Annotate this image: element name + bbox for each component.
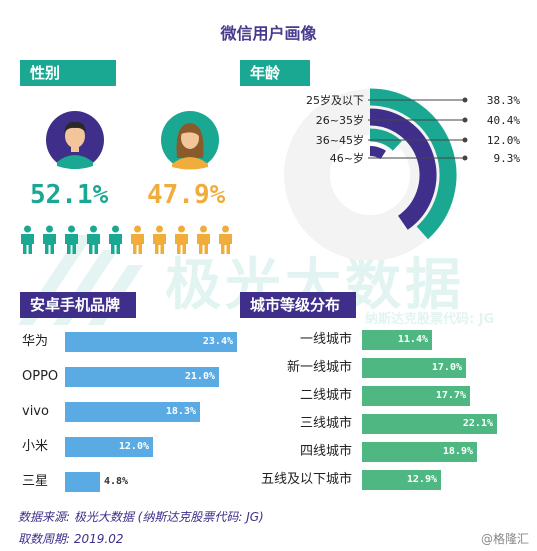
brand-mark: @格隆汇 (480, 532, 529, 546)
female-avatar-icon (161, 111, 219, 170)
phone-brand-chart: 华为 23.4% OPPO 21.0% vivo 18.3% 小米 12.0% 三星 4.8% (0, 330, 260, 492)
female-person-icon (131, 225, 144, 254)
female-person-icon (153, 225, 166, 254)
city-tier-value: 17.0% (431, 362, 462, 373)
phone-brand-value: 21.0% (184, 371, 215, 382)
phone-brand-label: OPPO (22, 369, 59, 384)
age-leader-dot (462, 137, 468, 143)
phone-brand-bar: 12.0% (65, 437, 153, 457)
age-radial-chart: 25岁及以下 38.3% 26~35岁 40.4% 36~45岁 12.0% 46~岁 9.3… (284, 88, 521, 260)
phone-brand-bar (65, 472, 100, 492)
male-person-icon (43, 225, 56, 254)
city-tier-value: 12.9% (406, 474, 437, 485)
age-category-label: 26~35岁 (316, 113, 364, 127)
age-value-label: 12.0% (487, 134, 520, 147)
city-tier-chart: 一线城市 11.4% 新一线城市 17.0% 二线城市 17.7% 三线城市 22.1% 四线城… (0, 330, 537, 490)
female-person-icon (219, 225, 232, 254)
city-tier-label: 三线城市 (299, 416, 352, 431)
male-person-icon (109, 225, 122, 254)
phone-brand-bar: 18.3% (65, 402, 200, 422)
city-tier-tag: 城市等级分布 (240, 292, 356, 318)
gender-people-row (19, 225, 234, 255)
city-tier-bar: 17.7% (362, 386, 470, 406)
city-tier-bar: 11.4% (362, 330, 432, 350)
age-chart-center (330, 135, 410, 215)
female-percent: 47.9% (147, 180, 226, 210)
age-tag: 年龄 (240, 60, 310, 86)
phone-brand-value: 18.3% (165, 406, 196, 417)
phone-brand-label: vivo (22, 404, 49, 419)
phone-brand-value: 12.0% (118, 441, 149, 452)
male-person-icon (65, 225, 78, 254)
city-tier-bar: 12.9% (362, 470, 441, 490)
page-title: 微信用户画像 (220, 24, 317, 43)
city-tier-label: 二线城市 (299, 388, 352, 403)
source-note: 数据来源: 极光大数据 (纳斯达克股票代码: JG) (18, 510, 264, 524)
age-category-label: 25岁及以下 (306, 93, 364, 107)
phone-brand-bar: 21.0% (65, 367, 219, 387)
city-tier-label: 四线城市 (299, 444, 352, 459)
age-value-label: 40.4% (487, 114, 520, 127)
city-tier-label: 新一线城市 (286, 360, 352, 375)
female-person-icon (197, 225, 210, 254)
male-avatar-icon (46, 111, 104, 169)
age-value-label: 38.3% (487, 94, 520, 107)
city-tier-bar: 18.9% (362, 442, 477, 462)
phone-brand-bar: 23.4% (65, 332, 237, 352)
male-person-icon (21, 225, 34, 254)
age-category-label: 36~45岁 (316, 133, 364, 147)
phone-brand-label: 小米 (22, 439, 49, 454)
gender-tag: 性别 (20, 60, 116, 86)
phone-brand-label: 华为 (22, 334, 49, 349)
phone-brand-value: 23.4% (202, 336, 233, 347)
age-value-label: 9.3% (494, 152, 521, 165)
female-person-icon (175, 225, 188, 254)
phone-brand-value: 4.8% (104, 476, 129, 487)
phone-brand-label: 三星 (22, 474, 49, 489)
male-percent: 52.1% (30, 180, 109, 210)
age-arc-3 (369, 146, 386, 160)
city-tier-value: 11.4% (397, 334, 428, 345)
city-tier-bar: 22.1% (362, 414, 497, 434)
watermark-subtext: 纳斯达克股票代码: JG (365, 312, 495, 327)
period-note: 取数周期: 2019.02 (18, 532, 124, 546)
age-arc-0 (369, 88, 457, 240)
city-tier-bar: 17.0% (362, 358, 466, 378)
city-tier-value: 22.1% (462, 418, 493, 429)
city-tier-value: 17.7% (435, 390, 466, 401)
age-category-label: 46~岁 (330, 151, 364, 165)
age-arc-2 (369, 128, 402, 151)
city-tier-label: 一线城市 (299, 332, 352, 347)
age-leader-dot (462, 117, 468, 123)
city-tier-label: 五线及以下城市 (260, 472, 352, 487)
age-leader-dot (462, 97, 468, 103)
male-person-icon (87, 225, 100, 254)
city-tier-value: 18.9% (442, 446, 473, 457)
age-leader-dot (462, 155, 468, 161)
phone-brand-tag: 安卓手机品牌 (20, 292, 136, 318)
